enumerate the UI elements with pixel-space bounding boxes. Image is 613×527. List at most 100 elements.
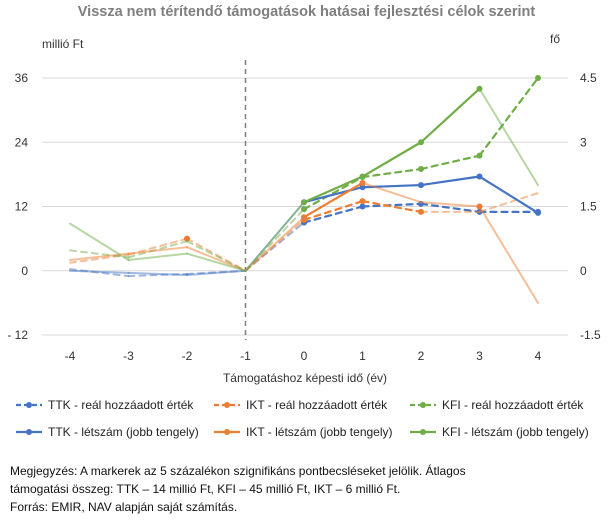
- legend-label: KFI - létszám (jobb tengely): [442, 425, 589, 439]
- series-segment: [69, 268, 130, 278]
- x-tick-label: -2: [182, 349, 193, 363]
- series-segment: [186, 246, 247, 272]
- series-segment: [419, 202, 481, 213]
- legend-item: KFI - reál hozzáadott érték: [410, 398, 584, 412]
- legend-marker: [224, 402, 230, 408]
- series-segment: [186, 252, 247, 272]
- data-point: [418, 182, 424, 189]
- data-point: [301, 214, 307, 221]
- series-segment: [419, 87, 481, 144]
- legend-item: IKT - reál hozzáadott érték: [214, 398, 388, 412]
- y-right-tick-label: 4.5: [580, 71, 597, 85]
- series-kfi-re-l-hozz-adott-rt-k: [69, 75, 541, 272]
- y-left-axis-label: millió Ft: [42, 37, 84, 51]
- series-segment: [127, 246, 188, 255]
- series-segment: [420, 201, 481, 208]
- legend-label: TTK - létszám (jobb tengely): [48, 425, 199, 439]
- series-segment: [361, 167, 423, 179]
- legend-marker: [26, 429, 32, 435]
- x-tick-label: -4: [65, 349, 76, 363]
- x-tick-label: -1: [240, 349, 251, 363]
- series-kfi-l-tsz-m-jobb-tengely-: [69, 85, 539, 272]
- series-segment: [361, 141, 423, 178]
- legend-marker: [420, 402, 426, 408]
- legend-marker: [224, 429, 230, 435]
- series-segment: [186, 269, 247, 277]
- series-segment: [302, 181, 364, 219]
- data-point: [418, 208, 424, 215]
- legend-label: KFI - reál hozzáadott érték: [442, 398, 584, 412]
- series-segment: [478, 76, 540, 157]
- data-point: [359, 203, 366, 210]
- y-right-tick-label: 1.5: [580, 200, 597, 214]
- x-tick-label: 3: [476, 349, 483, 363]
- legend-label: TTK - reál hozzáadott érték: [48, 398, 194, 412]
- series-segment: [127, 240, 188, 259]
- footnote: Megjegyzés: A markerek az 5 százalékon s…: [10, 462, 605, 516]
- data-point: [418, 139, 424, 146]
- legend-label: IKT - reál hozzáadott érték: [246, 398, 388, 412]
- legend-label: IKT - létszám (jobb tengely): [246, 425, 393, 439]
- series-segment: [69, 249, 130, 259]
- series-segment: [69, 269, 130, 274]
- footnote-line: Megjegyzés: A markerek az 5 százalékon s…: [10, 464, 466, 478]
- series-segment: [302, 175, 364, 204]
- data-point: [184, 235, 190, 242]
- series-segment: [69, 222, 130, 262]
- y-left-tick-label: 36: [15, 71, 29, 85]
- data-point: [418, 166, 424, 173]
- series-lines: [69, 75, 541, 304]
- footnote-line: Forrás: EMIR, NAV alapján saját számítás…: [10, 500, 238, 514]
- legend-item: TTK - létszám (jobb tengely): [16, 425, 199, 439]
- data-point: [359, 179, 366, 186]
- x-tick-label: 4: [535, 349, 542, 363]
- series-segment: [478, 175, 540, 215]
- footnote-line: támogatási összeg: TTK – 14 millió Ft, K…: [10, 482, 401, 496]
- legend-item: KFI - létszám (jobb tengely): [410, 425, 589, 439]
- data-point: [476, 203, 483, 210]
- y-right-tick-label: 0: [580, 264, 587, 278]
- data-point: [301, 206, 307, 213]
- data-point: [359, 198, 366, 205]
- series-segment: [302, 175, 364, 211]
- chart-title: Vissza nem térítendő támogatások hatásai…: [77, 4, 536, 20]
- series-segment: [302, 205, 364, 224]
- y-left-tick-label: - 12: [7, 328, 28, 342]
- y-right-tick-label: 3: [580, 135, 587, 149]
- x-tick-label: 2: [418, 349, 425, 363]
- series-segment: [127, 271, 188, 277]
- x-tick-label: 0: [301, 349, 308, 363]
- series-segment: [478, 192, 539, 213]
- series-ikt-l-tsz-m-jobb-tengely-: [69, 179, 539, 304]
- data-point: [535, 209, 541, 216]
- y-left-tick-label: 12: [15, 200, 29, 214]
- data-point: [476, 85, 483, 92]
- data-point: [301, 199, 307, 206]
- y-left-tick-label: 0: [21, 264, 28, 278]
- series-segment: [361, 181, 422, 204]
- series-segment: [361, 202, 423, 208]
- series-segment: [244, 216, 305, 272]
- series-segment: [478, 87, 539, 187]
- series-segment: [361, 200, 423, 213]
- data-point: [359, 184, 366, 191]
- series-segment: [419, 154, 481, 171]
- series-segment: [419, 175, 481, 187]
- x-axis-label: Támogatáshoz képesti idő (év): [223, 371, 387, 385]
- legend-item: TTK - reál hozzáadott érték: [16, 398, 194, 412]
- y-right-tick-label: -1.5: [580, 328, 601, 342]
- legend-marker: [420, 429, 426, 435]
- series-segment: [244, 201, 305, 272]
- data-point: [476, 152, 483, 159]
- data-point: [476, 173, 483, 180]
- x-tick-label: -3: [123, 349, 134, 363]
- series-segment: [478, 205, 539, 304]
- data-point: [535, 75, 541, 81]
- series-segment: [127, 252, 188, 262]
- series-segment: [302, 200, 364, 221]
- legend-item: IKT - létszám (jobb tengely): [214, 425, 393, 439]
- y-left-tick-label: 24: [15, 135, 29, 149]
- data-point: [359, 173, 366, 180]
